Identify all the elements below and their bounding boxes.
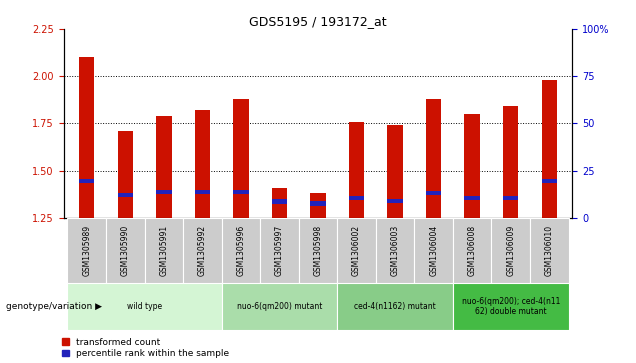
- Bar: [492, 218, 530, 283]
- Bar: [106, 218, 144, 283]
- Text: GSM1306010: GSM1306010: [545, 225, 554, 276]
- Bar: [503, 106, 518, 218]
- Text: GSM1305989: GSM1305989: [82, 225, 91, 276]
- Bar: [118, 193, 133, 197]
- Bar: [67, 218, 106, 283]
- Bar: [79, 179, 94, 183]
- Text: GSM1305997: GSM1305997: [275, 225, 284, 276]
- Bar: [376, 218, 415, 283]
- Bar: [310, 201, 326, 205]
- Bar: [530, 218, 569, 283]
- Bar: [503, 196, 518, 200]
- Bar: [195, 110, 210, 218]
- Bar: [272, 188, 287, 218]
- Bar: [453, 283, 569, 330]
- Bar: [118, 131, 133, 218]
- Text: GSM1305990: GSM1305990: [121, 225, 130, 276]
- Text: nuo-6(qm200); ced-4(n11
62) double mutant: nuo-6(qm200); ced-4(n11 62) double mutan…: [462, 297, 560, 317]
- Legend: transformed count, percentile rank within the sample: transformed count, percentile rank withi…: [62, 338, 230, 359]
- Bar: [542, 80, 557, 218]
- Bar: [67, 283, 221, 330]
- Bar: [337, 218, 376, 283]
- Bar: [349, 196, 364, 200]
- Bar: [387, 199, 403, 203]
- Text: GSM1305996: GSM1305996: [237, 225, 245, 276]
- Text: genotype/variation ▶: genotype/variation ▶: [6, 302, 102, 311]
- Bar: [233, 190, 249, 194]
- Bar: [156, 190, 172, 194]
- Text: GSM1305991: GSM1305991: [160, 225, 169, 276]
- Text: GSM1306003: GSM1306003: [391, 225, 399, 276]
- Text: GSM1306009: GSM1306009: [506, 225, 515, 276]
- Bar: [260, 218, 299, 283]
- Bar: [453, 218, 492, 283]
- Bar: [195, 190, 210, 194]
- Bar: [426, 191, 441, 195]
- Title: GDS5195 / 193172_at: GDS5195 / 193172_at: [249, 15, 387, 28]
- Bar: [464, 114, 480, 218]
- Bar: [464, 196, 480, 200]
- Bar: [349, 122, 364, 218]
- Text: GSM1305998: GSM1305998: [314, 225, 322, 276]
- Bar: [79, 57, 94, 218]
- Text: nuo-6(qm200) mutant: nuo-6(qm200) mutant: [237, 302, 322, 311]
- Text: GSM1306002: GSM1306002: [352, 225, 361, 276]
- Bar: [221, 218, 260, 283]
- Bar: [337, 283, 453, 330]
- Bar: [156, 116, 172, 218]
- Bar: [415, 218, 453, 283]
- Bar: [542, 179, 557, 183]
- Bar: [233, 99, 249, 218]
- Bar: [310, 193, 326, 218]
- Text: wild type: wild type: [127, 302, 162, 311]
- Text: GSM1306008: GSM1306008: [467, 225, 476, 276]
- Bar: [183, 218, 221, 283]
- Text: GSM1306004: GSM1306004: [429, 225, 438, 276]
- Bar: [221, 283, 337, 330]
- Bar: [387, 125, 403, 218]
- Text: ced-4(n1162) mutant: ced-4(n1162) mutant: [354, 302, 436, 311]
- Bar: [272, 200, 287, 204]
- Bar: [144, 218, 183, 283]
- Bar: [426, 99, 441, 218]
- Text: GSM1305992: GSM1305992: [198, 225, 207, 276]
- Bar: [299, 218, 337, 283]
